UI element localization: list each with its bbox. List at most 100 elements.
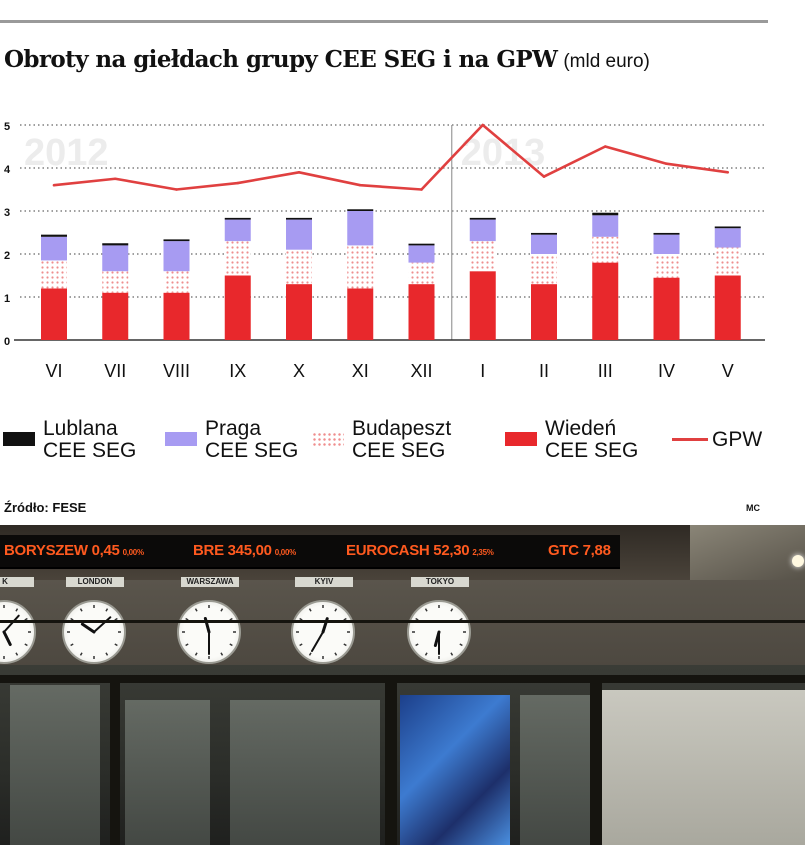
clock-tick (105, 652, 109, 656)
clock-tick (415, 643, 419, 647)
bar-segment-budapeszt (592, 236, 619, 263)
clock-tick (334, 652, 338, 656)
ticker-symbol-price: BORYSZEW 0,45 (4, 542, 120, 559)
ticker-entry: GTC 7,88 (548, 542, 611, 559)
source-note: Źródło: FESE (4, 500, 87, 515)
author-initials: MC (746, 503, 760, 513)
x-tick-label: IV (658, 361, 675, 381)
wall-clock (407, 600, 471, 664)
clock-tick (343, 617, 347, 621)
ticker-change: 0,00% (274, 548, 296, 557)
bar-segment-praga (408, 245, 435, 263)
photo-glass-pane (10, 685, 100, 845)
bar-segment-budapeszt (102, 271, 129, 293)
chart-title: Obroty na giełdach grupy CEE SEG i na GP… (4, 46, 650, 73)
clock-tick (194, 652, 198, 656)
clock-minute-hand (93, 616, 112, 633)
clock-tick (105, 608, 109, 612)
gpw-point (665, 162, 668, 165)
photo-frame-post (110, 675, 120, 845)
bar-segment-lublana (469, 217, 496, 220)
clock-hour-hand (2, 630, 12, 647)
clock-face (296, 605, 350, 659)
legend-label: Lublana CEE SEG (43, 418, 136, 462)
bar-segment-wieden (469, 271, 496, 340)
gpw-point (726, 171, 730, 174)
clock-tick (24, 617, 28, 621)
clock-tick (308, 652, 312, 656)
clock-tick (424, 608, 428, 612)
clock-city-label: KYIV (295, 577, 353, 587)
bar-segment-wieden (41, 288, 67, 340)
bar-segment-wieden (531, 284, 557, 340)
photo-frame-post (385, 675, 397, 845)
bar-segment-praga (347, 211, 374, 246)
bar-segment-lublana (224, 217, 251, 220)
bar-segment-praga (653, 234, 680, 254)
bar-segment-budapeszt (163, 271, 190, 293)
bar-segment-budapeszt (469, 241, 496, 272)
wall-clock (62, 600, 126, 664)
bar-segment-wieden (592, 262, 619, 340)
bar-segment-lublana (531, 232, 557, 235)
clock-tick (308, 608, 312, 612)
top-rule (0, 20, 768, 23)
legend-swatch (3, 432, 35, 446)
y-tick-label: 2 (4, 250, 10, 262)
photo-blue-monitor-wall (400, 695, 510, 845)
gpw-point (420, 188, 423, 191)
bar-segment-lublana (347, 209, 374, 211)
exchange-photo: BORYSZEW 0,45 0,00% BRE 345,00 0,00% EUROCAS… (0, 525, 805, 845)
gpw-point (175, 188, 178, 191)
clock-hour-hand (80, 622, 96, 634)
clock-tick (220, 608, 224, 612)
legend-label-line: Budapeszt (352, 417, 452, 440)
clock-tick (79, 608, 83, 612)
photo-frame-post (590, 675, 602, 845)
bar-segment-lublana (592, 212, 619, 216)
clock-minute-hand (3, 614, 20, 633)
x-tick-label: VII (104, 361, 126, 381)
wall-clock (0, 600, 36, 664)
clock-tick (79, 652, 83, 656)
title-unit: (mld euro) (563, 51, 650, 72)
legend-label-line: Praga (205, 417, 262, 440)
legend-swatch (505, 432, 537, 446)
x-tick-label: VI (45, 361, 62, 381)
gpw-point (358, 183, 362, 187)
clock-tick (459, 643, 463, 647)
ticker-entry: BORYSZEW 0,45 0,00% (4, 542, 144, 559)
photo-clock-wall (0, 580, 805, 680)
ticker-change: 2,35% (472, 548, 494, 557)
clock-tick (15, 608, 19, 612)
gpw-point (52, 183, 56, 187)
bar-segment-budapeszt (286, 249, 312, 285)
bar-segment-budapeszt (224, 241, 251, 276)
bar-segment-wieden (286, 284, 312, 340)
bar-segment-lublana (102, 243, 129, 246)
gpw-point (481, 123, 485, 127)
bar-segment-wieden (163, 292, 190, 340)
clock-city-label: TOKYO (411, 577, 469, 587)
clock-tick (15, 652, 19, 656)
wall-clock (291, 600, 355, 664)
photo-frame-beam (0, 675, 805, 683)
legend-label-line: Lublana (43, 417, 118, 440)
photo-glass-pane (125, 700, 210, 845)
clock-tick (299, 617, 303, 621)
bar-segment-wieden (408, 284, 435, 340)
clock-tick (24, 643, 28, 647)
clock-tick (424, 652, 428, 656)
ticker-entry: BRE 345,00 0,00% (193, 542, 296, 559)
gpw-line (53, 123, 728, 191)
legend-label: Wiedeń CEE SEG (545, 418, 638, 462)
bar-segment-praga (102, 245, 129, 272)
photo-glass-pane (520, 695, 590, 845)
bar-segment-lublana (286, 217, 312, 220)
clock-tick (415, 617, 419, 621)
y-tick-label: 1 (4, 293, 10, 305)
ticker-change: 0,00% (122, 548, 144, 557)
gpw-point (542, 175, 546, 178)
bar-segment-budapeszt (714, 247, 741, 276)
